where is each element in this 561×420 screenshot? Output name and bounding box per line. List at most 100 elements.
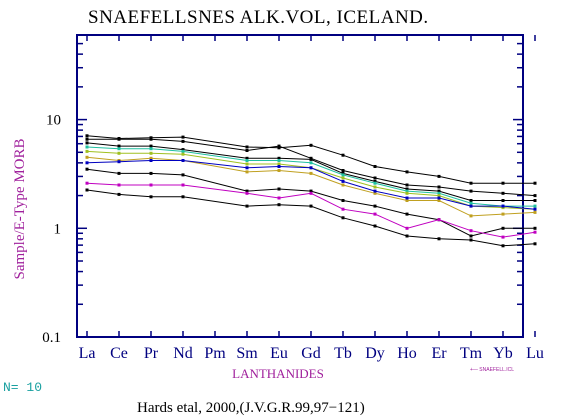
series-point (181, 148, 185, 152)
series-point (405, 226, 409, 230)
series-point (533, 194, 537, 198)
series-point (469, 204, 473, 208)
series-point (437, 196, 441, 200)
series-point (117, 151, 121, 155)
y-tick-label: 10 (46, 113, 61, 129)
series-point (309, 189, 313, 193)
series-point (277, 156, 281, 160)
series-point (277, 146, 281, 150)
series-point (501, 235, 505, 239)
series-point (501, 191, 505, 195)
series-point (245, 166, 249, 170)
series-point (341, 207, 345, 211)
series-point (277, 144, 281, 148)
series-point (437, 194, 441, 198)
plot-frame (76, 34, 524, 338)
series-point (309, 204, 313, 208)
series-point (533, 207, 537, 211)
series-point (533, 226, 537, 230)
y-axis-label: Sample/E-Type MORB (12, 138, 28, 279)
series-point (309, 191, 313, 195)
series-point (405, 199, 409, 202)
series-point (373, 189, 377, 193)
x-tick-label: Sm (236, 345, 258, 362)
series-point (85, 145, 89, 149)
series-line-2 (87, 138, 536, 197)
series-point (149, 159, 153, 162)
series-point (469, 238, 473, 242)
series-point (405, 187, 409, 191)
series-point (117, 183, 121, 187)
series-point (181, 149, 185, 153)
series-point (341, 169, 345, 172)
series-point (309, 171, 313, 175)
series-point (149, 151, 153, 155)
series-line-7 (86, 160, 536, 210)
series-point (469, 201, 473, 205)
series-point (405, 191, 409, 195)
series-point (277, 159, 281, 162)
series-point (245, 149, 249, 152)
series-point (501, 212, 505, 216)
series-points (85, 134, 537, 248)
series-point (117, 160, 121, 164)
series-point (85, 137, 89, 141)
series-point (181, 139, 185, 143)
series-point (437, 237, 441, 241)
series-point (149, 144, 153, 148)
series-point (117, 171, 121, 175)
x-axis-label: LANTHANIDES (232, 366, 324, 381)
series-point (149, 147, 153, 151)
series-point (245, 145, 249, 149)
series-point (533, 204, 537, 208)
series-point (341, 179, 345, 183)
series-point (469, 214, 473, 218)
series-point (533, 181, 537, 185)
series-point (181, 195, 185, 199)
series-point (277, 165, 281, 168)
x-tick-label: Lu (526, 345, 544, 362)
axis-ticks (77, 34, 536, 338)
series-point (85, 181, 89, 185)
x-tick-label: Dy (365, 345, 385, 362)
series-point (277, 203, 281, 207)
series-point (245, 191, 249, 195)
y-tick-label: 0.1 (42, 330, 61, 346)
series-line-3 (86, 142, 535, 201)
series-point (341, 183, 345, 187)
legend-entry: +— SNAEFELL.ICL (470, 367, 514, 373)
citation: Hards etal, 2000,(J.V.G.R.99,97−121) (137, 400, 365, 416)
series-point (437, 189, 441, 193)
x-tick-label: Nd (173, 345, 193, 362)
series-point (85, 149, 89, 153)
series-point (373, 191, 377, 195)
series-point (373, 212, 377, 216)
series-point (501, 199, 505, 202)
x-tick-label: Pr (144, 345, 159, 362)
series-point (181, 159, 185, 162)
x-tick-label: Yb (493, 345, 513, 362)
series-point (149, 195, 153, 199)
x-tick-label: Tb (334, 345, 352, 362)
series-point (245, 204, 249, 208)
x-tick-label: La (79, 345, 96, 362)
series-point (373, 185, 377, 189)
series-point (85, 167, 89, 171)
x-tick-label: Gd (301, 345, 321, 362)
series-point (277, 169, 281, 172)
sample-count: N= 10 (3, 380, 42, 395)
series-point (469, 229, 473, 233)
series-point (533, 210, 537, 214)
series-line-6 (86, 156, 536, 217)
series-point (149, 183, 153, 187)
series-point (309, 166, 313, 170)
series-line-1 (86, 135, 535, 184)
series-point (373, 181, 377, 185)
y-tick-labels: 0.1 1 10 (42, 113, 61, 346)
series-point (533, 242, 537, 246)
series-point (245, 159, 249, 162)
series-point (341, 176, 345, 180)
series-point (373, 224, 377, 228)
series-point (149, 171, 153, 175)
series-point (309, 157, 313, 161)
